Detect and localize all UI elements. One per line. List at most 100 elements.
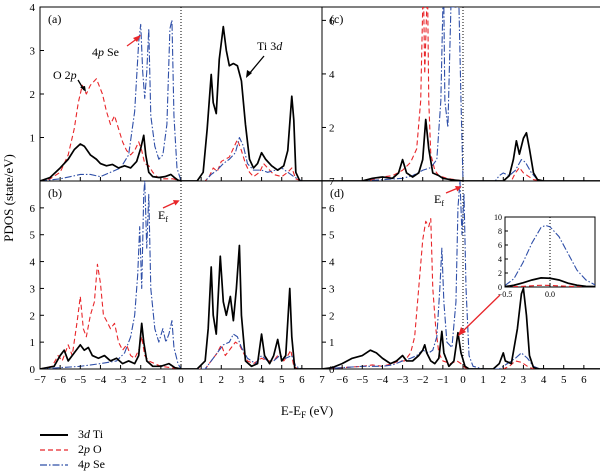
legend-ti3d-el: Ti	[90, 427, 104, 441]
x-tick-label: −3	[115, 374, 127, 386]
fermi-label-d-arrowhead	[455, 186, 462, 192]
inset-x-tick-label: −0.5	[498, 290, 513, 299]
y-tick-label: 3	[30, 46, 36, 58]
x-tick-label: 4	[259, 374, 265, 386]
series-line-ti3d	[322, 287, 600, 369]
series-line-o2p	[40, 263, 322, 369]
panel-a-annotations: O 2p 4p Se Ti 3d	[53, 35, 283, 92]
legend-item-o2p: 2p O	[40, 442, 105, 457]
annotation-arrowhead-o2p	[80, 86, 86, 92]
inset-y-tick-label: 2	[498, 269, 502, 278]
fermi-label-d: Ef	[434, 192, 444, 208]
x-tick-label: 6	[299, 374, 305, 386]
y-tick-label: 6	[30, 203, 36, 215]
panel-label: (c)	[330, 12, 343, 26]
x-tick-label: −1	[437, 374, 449, 386]
x-tick-label: 5	[561, 374, 567, 386]
x-tick-label: −1	[155, 374, 167, 386]
series-line-ti3d	[40, 25, 322, 181]
legend-swatch-ti3d	[40, 433, 68, 436]
legend-se4p-orb: p	[84, 457, 90, 471]
y-tick-label: 1	[30, 337, 36, 349]
legend-ti3d-orb: d	[84, 427, 90, 441]
y-tick-label: 4	[329, 69, 335, 81]
legend-se4p-el: Se	[90, 457, 105, 471]
y-tick-label: 3	[329, 283, 335, 295]
panel-label: (a)	[48, 12, 61, 26]
x-tick-label: 7	[319, 374, 325, 386]
legend-o2p-el: O	[90, 442, 102, 456]
inset-connector-arrow	[461, 294, 501, 333]
y-tick-label: 1	[30, 133, 36, 145]
inset-series-o2p	[505, 284, 595, 287]
x-tick-label: 2	[219, 374, 225, 386]
series-line-se4p	[40, 19, 322, 181]
x-axis-label-main: E-E	[281, 403, 301, 418]
x-tick-label: −5	[74, 374, 86, 386]
y-tick-label: 0	[329, 364, 335, 376]
inset-series-ti3d	[505, 277, 595, 287]
inset-x-tick-label: 0.0	[545, 290, 555, 299]
inset-y-tick-label: 8	[498, 227, 502, 236]
fermi-label-b-arrow	[162, 201, 177, 209]
inset-y-tick-label: 0	[498, 283, 502, 292]
x-tick-label: 2	[501, 374, 507, 386]
y-tick-label: 2	[30, 310, 36, 322]
legend-se4p-num: 4	[78, 457, 84, 471]
x-axis-label-sub: F	[301, 410, 306, 420]
x-tick-label: −2	[135, 374, 147, 386]
inset-series-se4p	[505, 224, 595, 287]
panel-frame	[321, 6, 600, 182]
y-tick-label: 6	[329, 203, 335, 215]
y-tick-label: 5	[329, 230, 335, 242]
inset-frame	[504, 216, 596, 288]
fermi-label-b-arrowhead	[172, 200, 180, 206]
y-tick-label: 4	[30, 2, 36, 14]
annotation-se4p: 4p Se	[92, 45, 119, 59]
annotation-arrowhead-ti3d	[246, 70, 252, 78]
inset-connector-arrowhead	[458, 327, 466, 336]
y-tick-label: 0	[30, 364, 36, 376]
fermi-label-b: Ef	[158, 208, 168, 224]
legend-swatch-se4p	[40, 463, 68, 466]
panel-label: (b)	[48, 186, 62, 200]
x-tick-label: −7	[34, 374, 46, 386]
legend-o2p-num: 2	[78, 442, 84, 456]
series-line-o2p	[40, 78, 322, 181]
series-line-o2p	[322, 7, 600, 181]
legend-swatch-o2p	[40, 448, 68, 451]
legend-item-ti3d: 3d Ti	[40, 427, 105, 442]
x-axis-label: E-EF (eV)	[281, 403, 333, 420]
panel-a: 1 2 3 4 (a)	[30, 2, 323, 182]
y-tick-label: 1	[329, 337, 335, 349]
y-tick-label: 3	[30, 283, 36, 295]
annotation-arrowhead-se4p	[133, 35, 141, 42]
series-line-se4p	[322, 7, 600, 181]
x-tick-label: −4	[95, 374, 107, 386]
y-tick-label: 6	[329, 15, 335, 27]
y-tick-label: 4	[30, 257, 36, 269]
panel-b: 0 1 2 3 4 5 6 −7 −6 −5 −4 −3 −2 −1 0 1 2 3 4 5 6 7 (b)	[30, 180, 325, 386]
x-tick-label: −5	[356, 374, 368, 386]
legend-item-se4p: 4p Se	[40, 457, 105, 472]
x-tick-label: −6	[54, 374, 66, 386]
x-tick-label: 6	[581, 374, 587, 386]
x-tick-label: −3	[397, 374, 409, 386]
annotation-arrow-ti3d	[248, 55, 265, 75]
x-tick-label: −6	[336, 374, 348, 386]
x-axis-label-unit: (eV)	[306, 403, 333, 418]
inset-plot: 0 2 4 6 8 10 −0.5 0.0	[494, 213, 596, 299]
inset-y-tick-label: 6	[498, 241, 502, 250]
inset-y-tick-label: 10	[494, 213, 502, 222]
y-tick-label: 4	[329, 257, 335, 269]
x-tick-label: −2	[417, 374, 429, 386]
y-tick-label: 5	[30, 230, 36, 242]
fermi-label-d-arrow	[445, 187, 459, 194]
legend-o2p-orb: p	[84, 442, 90, 456]
x-tick-label: 0	[178, 374, 184, 386]
x-tick-label: 0	[460, 374, 466, 386]
annotation-ti3d: Ti 3d	[257, 39, 283, 53]
series-line-ti3d	[40, 244, 322, 369]
